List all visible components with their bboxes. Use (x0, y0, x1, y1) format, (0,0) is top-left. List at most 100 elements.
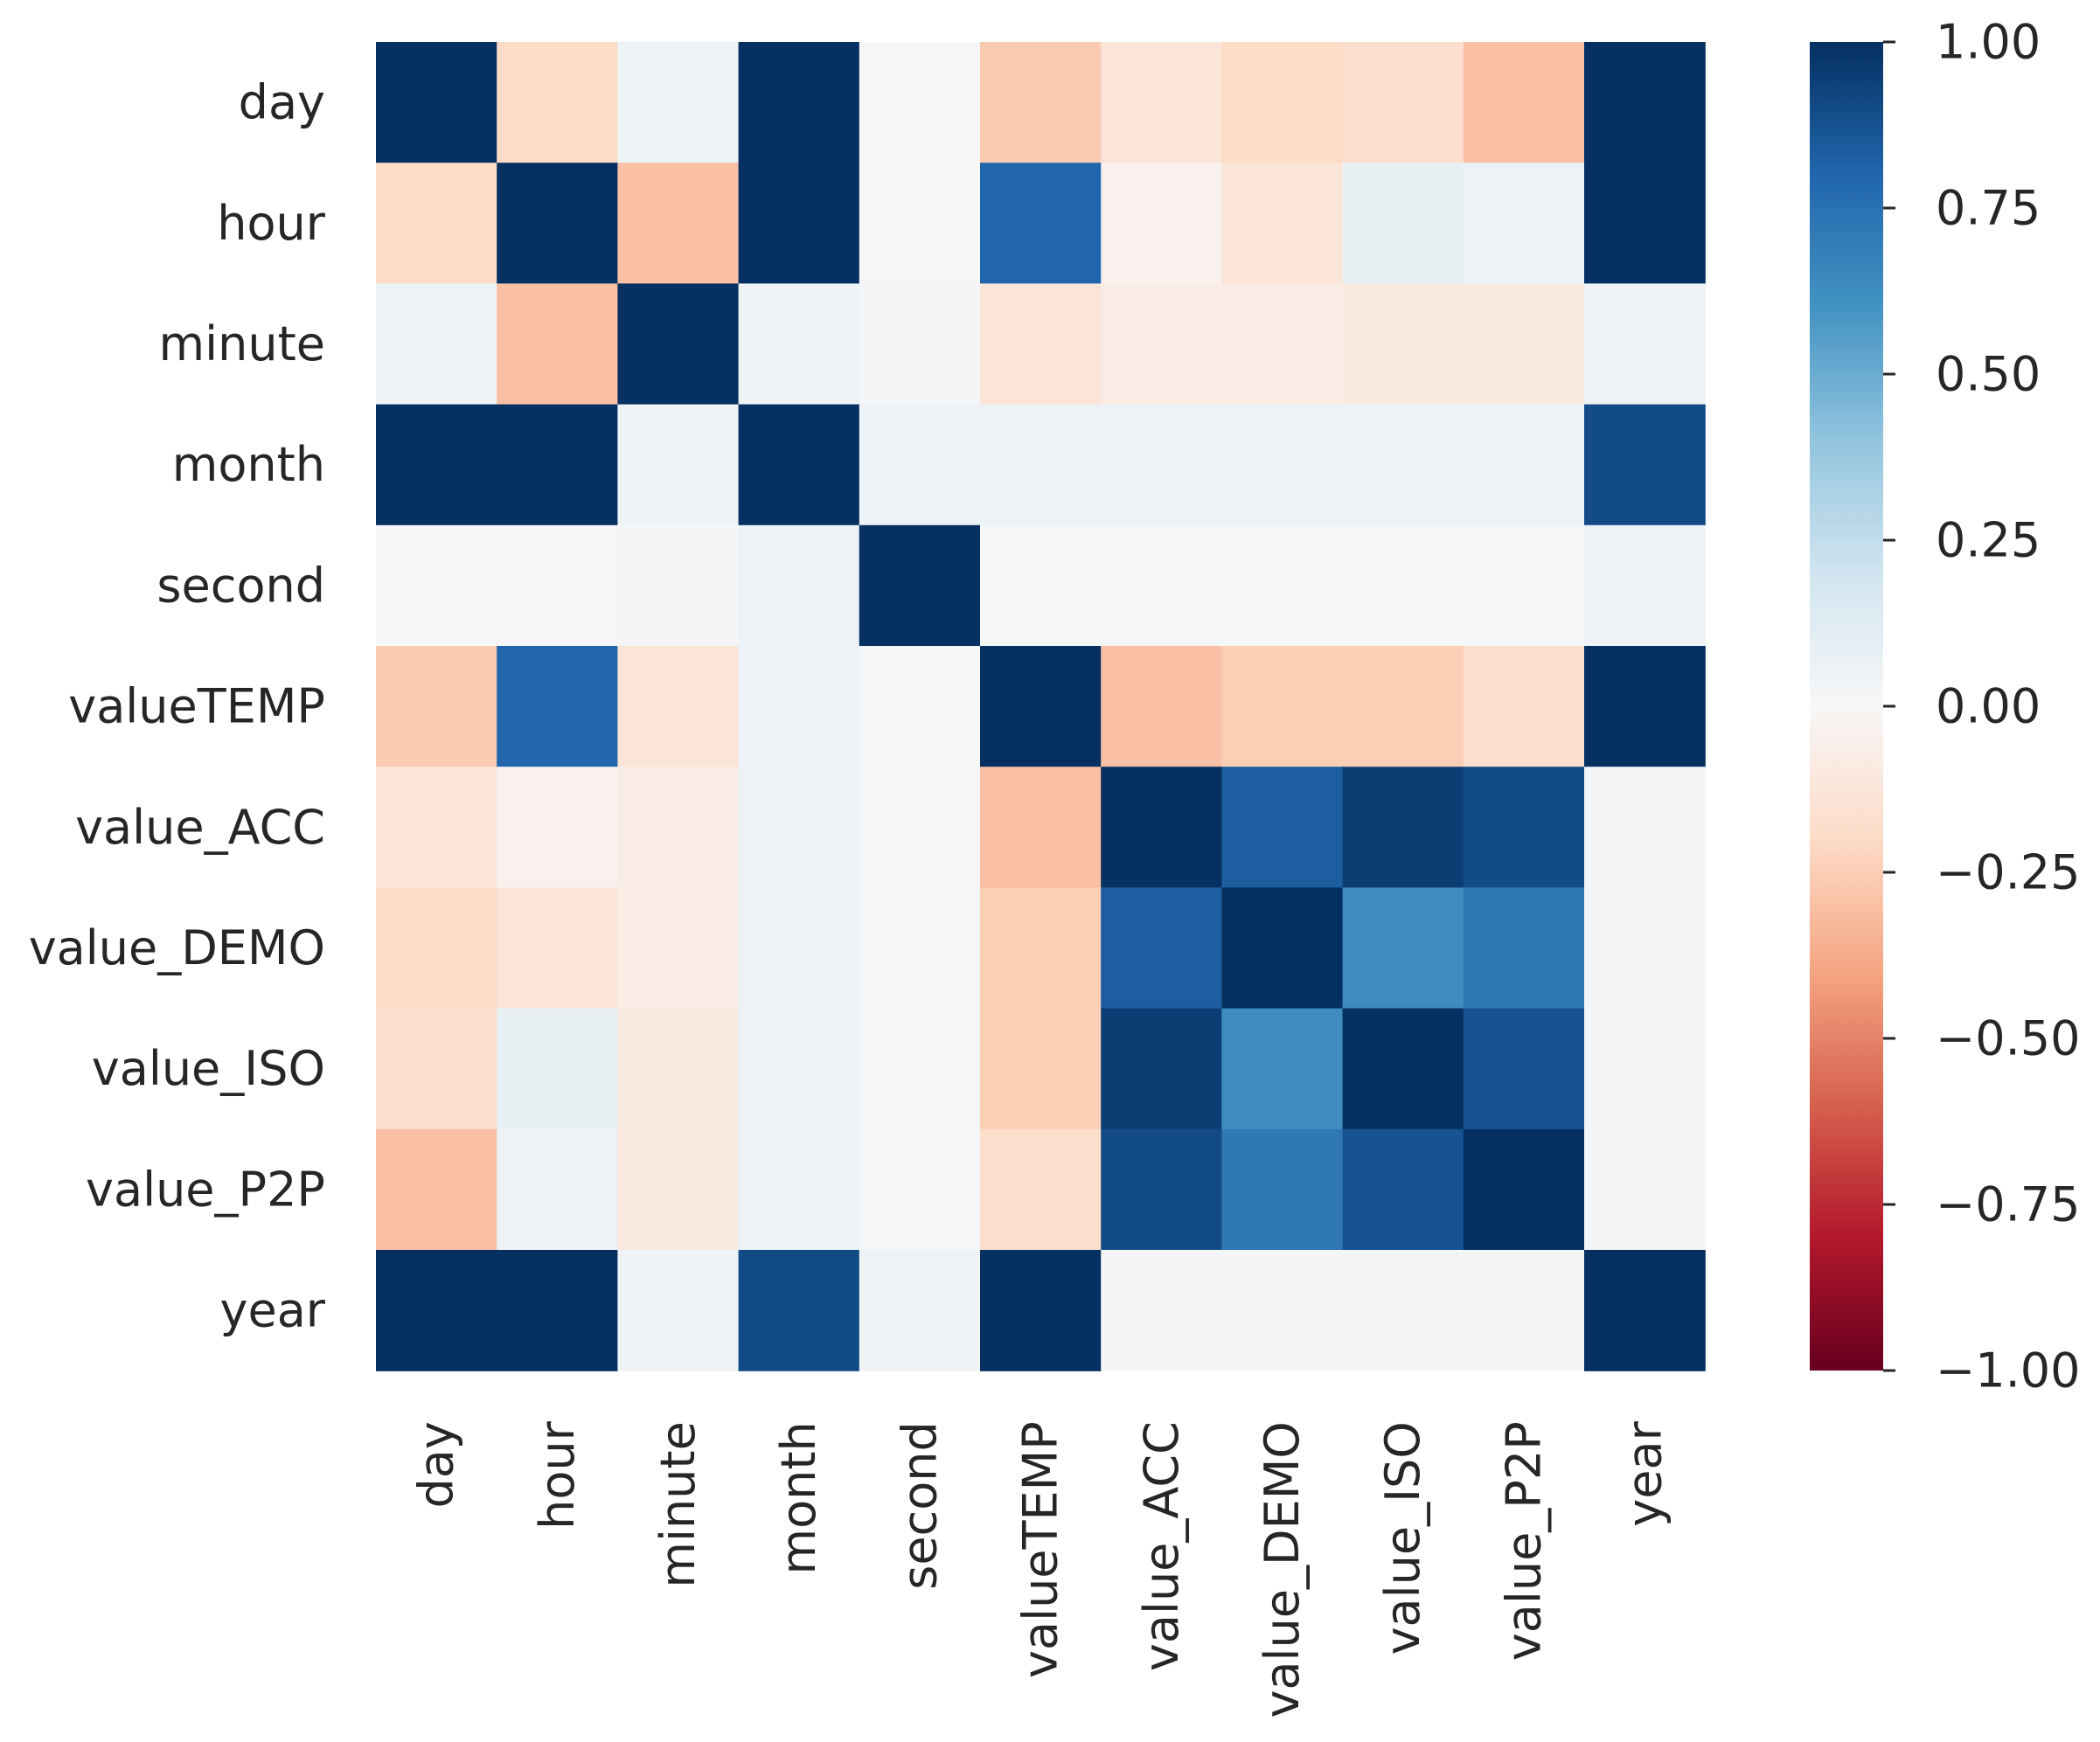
column-tick-labels: day hour minute month second valueTEMP value_A… (409, 1420, 1672, 1718)
row-label: hour (217, 196, 325, 251)
heatmap-cell-month-year (1584, 404, 1706, 526)
heatmap-cell-valueTEMP-valueTEMP (980, 646, 1102, 767)
heatmap-cell-day-hour (497, 42, 618, 163)
heatmap-cell-year-second (859, 1250, 981, 1371)
heatmap-cell-value_DEMO-value_ACC (1101, 887, 1222, 1010)
heatmap-cell-value_P2P-day (376, 1128, 497, 1251)
heatmap-cell-value_P2P-value_P2P (1463, 1128, 1585, 1251)
row-label: second (156, 558, 325, 613)
heatmap-cell-minute-value_ISO (1342, 283, 1464, 406)
heatmap-cell-second-valueTEMP (980, 524, 1102, 647)
heatmap-cell-value_ACC-second (859, 767, 981, 888)
heatmap-cell-second-year (1584, 524, 1706, 647)
column-label: hour (530, 1420, 585, 1529)
heatmap-cell-day-minute (617, 42, 740, 163)
heatmap-cell-minute-year (1584, 283, 1706, 406)
row-label: day (239, 75, 325, 130)
colorbar-tick-label: −0.50 (1936, 1011, 2080, 1066)
heatmap-cell-value_ISO-value_P2P (1463, 1008, 1585, 1130)
heatmap-cell-value_DEMO-day (376, 887, 497, 1010)
heatmap-cell-day-second (859, 42, 981, 163)
heatmap-cell-month-value_DEMO (1221, 404, 1344, 526)
heatmap-cell-day-value_ACC (1101, 42, 1222, 163)
row-label: value_P2P (86, 1162, 325, 1217)
column-label: year (1617, 1420, 1672, 1526)
heatmap-cell-value_ACC-minute (617, 767, 740, 888)
heatmap-cell-value_ISO-value_DEMO (1221, 1008, 1344, 1130)
heatmap-cell-value_ISO-valueTEMP (980, 1008, 1102, 1130)
heatmap-cell-value_ACC-value_ISO (1342, 767, 1464, 888)
heatmap-cell-valueTEMP-second (859, 646, 981, 767)
heatmap-cell-second-value_ISO (1342, 524, 1464, 647)
heatmap-cell-year-value_P2P (1463, 1250, 1585, 1371)
heatmap-cell-hour-value_P2P (1463, 163, 1585, 284)
heatmap-cell-value_DEMO-valueTEMP (980, 887, 1102, 1010)
heatmap-cell-minute-value_ACC (1101, 283, 1222, 406)
column-label: second (892, 1421, 947, 1590)
heatmap-cell-value_ISO-minute (617, 1008, 740, 1130)
heatmap-cell-value_ACC-value_ACC (1101, 767, 1222, 888)
heatmap-cell-value_ACC-hour (497, 767, 618, 888)
colorbar-tick-label: −1.00 (1936, 1343, 2080, 1398)
heatmap-cell-day-year (1584, 42, 1706, 163)
heatmap-cell-value_DEMO-minute (617, 887, 740, 1010)
heatmap-cell-value_ISO-value_ACC (1101, 1008, 1222, 1130)
row-label: value_ISO (92, 1041, 325, 1096)
heatmap-cell-value_ACC-value_DEMO (1221, 767, 1344, 888)
heatmap-cell-year-value_ISO (1342, 1250, 1464, 1371)
heatmap-cell-value_P2P-hour (497, 1128, 618, 1251)
heatmap-cell-valueTEMP-value_ACC (1101, 646, 1222, 767)
heatmap-cell-value_DEMO-second (859, 887, 981, 1010)
heatmap-cell-minute-second (859, 283, 981, 406)
heatmap-cell-value_ISO-hour (497, 1008, 618, 1130)
heatmap-cell-year-valueTEMP (980, 1250, 1102, 1371)
heatmap-cell-second-value_ACC (1101, 524, 1222, 647)
heatmap-cell-valueTEMP-value_P2P (1463, 646, 1585, 767)
column-label: value_DEMO (1255, 1421, 1310, 1718)
row-label: valueTEMP (68, 679, 325, 734)
colorbar-tick-label: −0.75 (1936, 1177, 2080, 1232)
heatmap-cells (376, 42, 1706, 1371)
heatmap-cell-month-hour (497, 404, 618, 526)
heatmap-cell-valueTEMP-minute (617, 646, 740, 767)
heatmap-cell-minute-day (376, 283, 497, 406)
colorbar-tick-label: 0.00 (1936, 679, 2041, 734)
heatmap-cell-value_P2P-value_ISO (1342, 1128, 1464, 1251)
heatmap-cell-valueTEMP-value_DEMO (1221, 646, 1344, 767)
heatmap-cell-month-day (376, 404, 497, 526)
heatmap-cell-year-year (1584, 1250, 1706, 1371)
heatmap-cell-value_ACC-year (1584, 767, 1706, 888)
row-label: value_ACC (75, 800, 325, 855)
heatmap-cell-value_DEMO-value_P2P (1463, 887, 1585, 1010)
heatmap-cell-month-month (738, 404, 860, 526)
heatmap-cell-value_P2P-valueTEMP (980, 1128, 1102, 1251)
heatmap-cell-year-minute (617, 1250, 740, 1371)
heatmap-cell-year-value_ACC (1101, 1250, 1222, 1371)
heatmap-cell-hour-value_DEMO (1221, 163, 1344, 284)
colorbar-tick-label: 0.25 (1936, 513, 2041, 568)
heatmap-cell-minute-value_DEMO (1221, 283, 1344, 406)
heatmap-cell-valueTEMP-year (1584, 646, 1706, 767)
heatmap-cell-hour-value_ISO (1342, 163, 1464, 284)
heatmap-cell-value_DEMO-value_ISO (1342, 887, 1464, 1010)
heatmap-cell-value_DEMO-value_DEMO (1221, 887, 1344, 1010)
heatmap-cell-valueTEMP-month (738, 646, 860, 767)
column-label: value_P2P (1496, 1421, 1551, 1661)
heatmap-cell-value_DEMO-month (738, 887, 860, 1010)
column-label: day (409, 1421, 464, 1508)
row-tick-labels: day hour minute month second valueTEMP value_A… (29, 75, 326, 1338)
heatmap-cell-value_ISO-year (1584, 1008, 1706, 1130)
heatmap-cell-value_ISO-month (738, 1008, 860, 1130)
colorbar-tick-label: 0.75 (1936, 181, 2041, 236)
heatmap-cell-day-value_ISO (1342, 42, 1464, 163)
heatmap-cell-minute-valueTEMP (980, 283, 1102, 406)
heatmap-cell-value_ISO-second (859, 1008, 981, 1130)
heatmap-cell-year-hour (497, 1250, 618, 1371)
heatmap-cell-minute-hour (497, 283, 618, 406)
heatmap-cell-hour-day (376, 163, 497, 284)
heatmap-cell-value_ACC-valueTEMP (980, 767, 1102, 888)
heatmap-cell-second-minute (617, 524, 740, 647)
heatmap-cell-hour-month (738, 163, 860, 284)
heatmap-cell-second-day (376, 524, 497, 647)
